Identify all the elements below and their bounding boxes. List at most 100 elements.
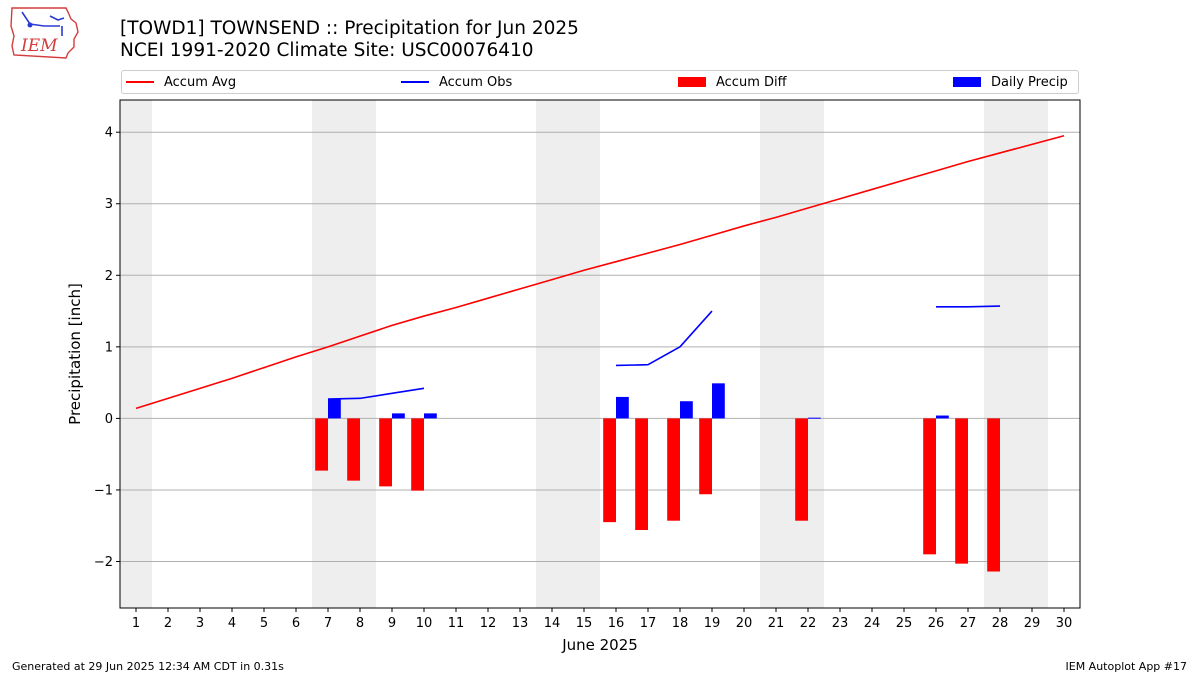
x-tick-label: 11 <box>448 616 465 631</box>
x-tick-label: 6 <box>292 616 300 631</box>
legend-label-accum-diff: Accum Diff <box>716 74 787 90</box>
accum-diff-bar <box>603 418 616 523</box>
legend-item-accum-diff: Accum Diff <box>678 71 787 93</box>
legend-item-accum-obs: Accum Obs <box>401 71 512 93</box>
accum-obs-line <box>615 310 713 367</box>
legend-item-accum-avg: Accum Avg <box>126 71 236 93</box>
accum-diff-bar <box>795 418 808 521</box>
daily-precip-bar <box>936 415 949 419</box>
logo-text: IEM <box>20 36 58 56</box>
iowa-outline-icon <box>10 7 79 59</box>
station-dot-icon <box>27 22 33 28</box>
accum-diff-bar <box>923 418 936 555</box>
x-tick-label: 23 <box>832 616 849 631</box>
accum-diff-bar <box>379 418 392 487</box>
chart-subtitle: NCEI 1991-2020 Climate Site: USC00076410 <box>120 40 534 61</box>
legend-swatch-accum-avg <box>126 81 154 83</box>
line-series <box>135 135 1065 410</box>
x-tick-label: 29 <box>1024 616 1041 631</box>
y-tick-label: 3 <box>105 197 113 212</box>
accum-avg-line <box>135 135 1065 410</box>
accum-diff-bar <box>987 418 1000 572</box>
legend-label-daily-precip: Daily Precip <box>991 74 1068 90</box>
x-tick-label: 8 <box>356 616 364 631</box>
daily-precip-bar <box>680 401 693 419</box>
accum-diff-bar <box>699 418 712 495</box>
accum-obs-line <box>327 387 425 400</box>
x-tick-label: 1 <box>132 616 140 631</box>
footer-generated: Generated at 29 Jun 2025 12:34 AM CDT in… <box>12 660 284 673</box>
accum-obs-line <box>936 305 1001 308</box>
daily-precip-bar <box>392 413 405 419</box>
legend-swatch-accum-obs <box>401 81 429 83</box>
weekend-band <box>760 100 792 608</box>
x-tick-label: 2 <box>164 616 172 631</box>
x-tick-label: 12 <box>480 616 497 631</box>
grid-lines <box>120 131 1080 562</box>
weekend-band <box>1016 100 1048 608</box>
x-tick-label: 15 <box>576 616 593 631</box>
accum-diff-bar <box>315 418 328 471</box>
legend-label-accum-avg: Accum Avg <box>164 74 237 90</box>
x-tick-label: 10 <box>416 616 433 631</box>
iem-logo: IEM <box>10 7 79 59</box>
x-tick-label: 19 <box>704 616 721 631</box>
plot-frame <box>119 99 1081 609</box>
legend-item-daily-precip: Daily Precip <box>953 71 1068 93</box>
y-axis-label: Precipitation [inch] <box>66 283 84 425</box>
y-tick-label: −1 <box>94 483 113 498</box>
accum-diff-bar <box>347 418 360 481</box>
daily-precip-bar <box>712 383 725 419</box>
x-tick-label: 24 <box>864 616 881 631</box>
x-tick-label: 3 <box>196 616 204 631</box>
weekend-bands <box>120 100 1048 608</box>
accum-diff-bar <box>667 418 680 521</box>
accum-diff-bar <box>411 418 424 491</box>
y-tick-label: −2 <box>94 555 113 570</box>
x-tick-label: 5 <box>260 616 268 631</box>
legend-swatch-accum-diff <box>678 77 706 87</box>
weekend-band <box>536 100 568 608</box>
weekend-band <box>568 100 600 608</box>
legend-swatch-daily-precip <box>953 77 981 87</box>
x-tick-label: 17 <box>640 616 657 631</box>
footer-app: IEM Autoplot App #17 <box>1065 660 1188 673</box>
y-tick-label: 2 <box>105 269 113 284</box>
accum-diff-bar <box>955 418 968 564</box>
x-tick-label: 16 <box>608 616 625 631</box>
daily-precip-bar <box>616 396 629 419</box>
x-tick-label: 20 <box>736 616 753 631</box>
y-tick-label: 0 <box>105 412 113 427</box>
x-tick-label: 28 <box>992 616 1009 631</box>
weekend-band <box>344 100 376 608</box>
chart-title: [TOWD1] TOWNSEND :: Precipitation for Ju… <box>120 18 579 39</box>
x-tick-label: 21 <box>768 616 785 631</box>
accum-diff-bar <box>635 418 648 531</box>
weekend-band <box>120 100 152 608</box>
x-tick-label: 18 <box>672 616 689 631</box>
x-tick-label: 14 <box>544 616 561 631</box>
x-tick-label: 22 <box>800 616 817 631</box>
x-axis-ticks: 1 2 3 4 5 6 7 8 9 10 11 12 13 14 15 16 17 18 19 20 21 22 23 24 2… <box>132 608 1072 631</box>
x-axis-label: June 2025 <box>561 636 638 654</box>
daily-precip-bar <box>808 417 821 419</box>
x-tick-label: 7 <box>324 616 332 631</box>
x-tick-label: 27 <box>960 616 977 631</box>
chart-legend: Accum Avg Accum Obs Accum Diff Daily Pre… <box>121 70 1079 94</box>
y-tick-label: 4 <box>105 126 113 141</box>
weekend-band <box>792 100 824 608</box>
y-axis-ticks: 4 3 2 1 0 −1 −2 <box>94 126 120 570</box>
weekend-band <box>312 100 344 608</box>
bar-series <box>315 383 1000 572</box>
x-tick-label: 30 <box>1056 616 1073 631</box>
daily-precip-bar <box>424 413 437 419</box>
x-tick-label: 13 <box>512 616 529 631</box>
y-tick-label: 1 <box>105 340 113 355</box>
weather-station-icon <box>21 11 65 36</box>
daily-precip-bar <box>328 399 341 419</box>
x-tick-label: 26 <box>928 616 945 631</box>
x-tick-label: 9 <box>388 616 396 631</box>
x-tick-label: 25 <box>896 616 913 631</box>
x-tick-label: 4 <box>228 616 236 631</box>
